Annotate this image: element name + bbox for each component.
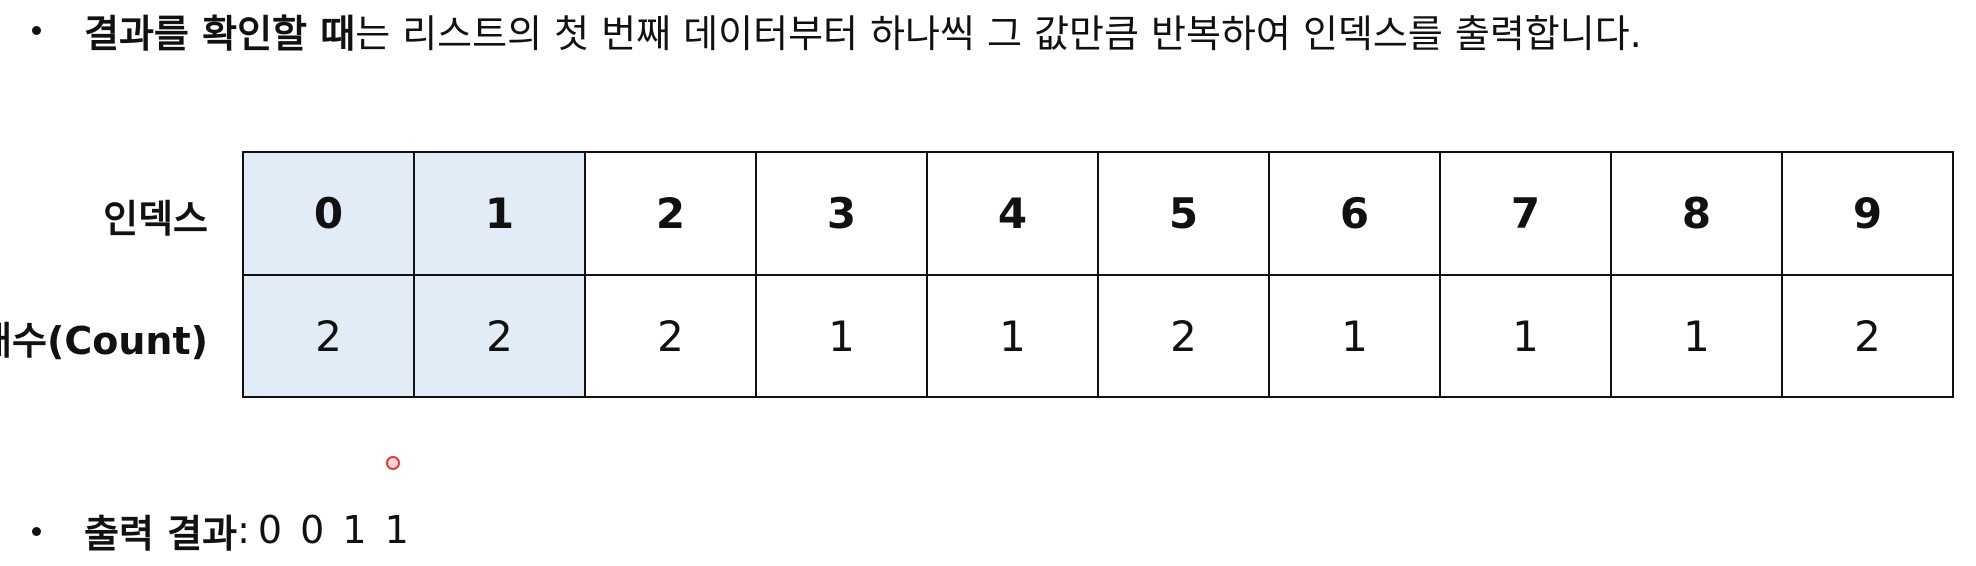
count-row: 2 2 2 1 1 2 1 1 1 2: [242, 274, 1954, 398]
count-row-label: 개수(Count): [0, 319, 208, 363]
index-cell: 5: [1097, 151, 1270, 276]
index-cell: 2: [584, 151, 757, 276]
index-cell: 7: [1439, 151, 1612, 276]
index-cell: 8: [1610, 151, 1783, 276]
count-cell: 2: [1781, 274, 1954, 398]
index-cell: 6: [1268, 151, 1441, 276]
pointer-cursor-icon: [386, 456, 400, 470]
count-cell: 2: [1097, 274, 1270, 398]
count-table: 0 1 2 3 4 5 6 7 8 9 2 2 2 1 1 2 1 1 1 2: [242, 151, 1954, 398]
bullet-icon: [32, 26, 41, 35]
index-cell: 1: [413, 151, 586, 276]
index-cell: 9: [1781, 151, 1954, 276]
index-cell: 0: [242, 151, 415, 276]
output-separator: :: [237, 508, 250, 552]
count-cell: 2: [413, 274, 586, 398]
bullet-icon: [32, 527, 41, 536]
output-bullet: 출력 결과:0 0 1 1: [32, 504, 409, 556]
count-cell: 1: [1439, 274, 1612, 398]
count-cell: 1: [926, 274, 1099, 398]
count-cell: 2: [242, 274, 415, 398]
count-cell: 1: [1268, 274, 1441, 398]
index-cell: 4: [926, 151, 1099, 276]
index-row: 0 1 2 3 4 5 6 7 8 9: [242, 151, 1954, 276]
count-cell: 1: [755, 274, 928, 398]
count-cell: 1: [1610, 274, 1783, 398]
intro-bold-text: 결과를 확인할 때: [84, 11, 356, 56]
output-label: 출력 결과: [84, 511, 238, 556]
intro-text: 는 리스트의 첫 번째 데이터부터 하나씩 그 값만큼 반복하여 인덱스를 출력…: [355, 11, 1642, 56]
index-row-label: 인덱스: [103, 197, 208, 241]
output-values: 0 0 1 1: [257, 508, 409, 552]
count-cell: 2: [584, 274, 757, 398]
index-cell: 3: [755, 151, 928, 276]
